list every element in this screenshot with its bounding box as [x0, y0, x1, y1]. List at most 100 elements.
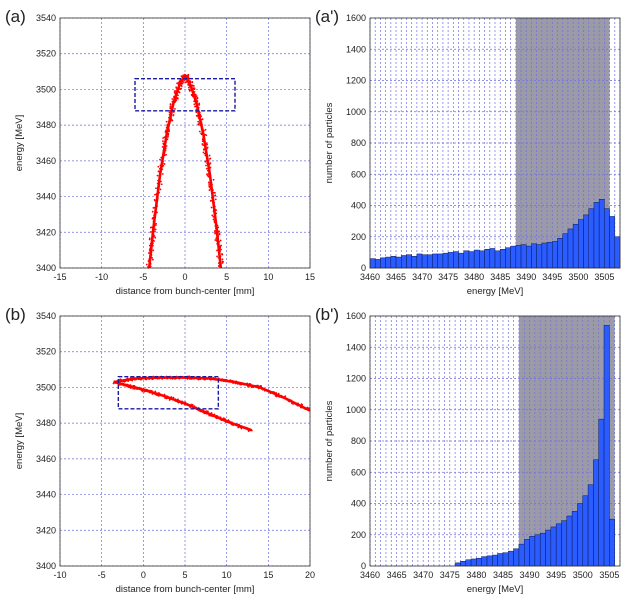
y-axis-label: number of particles	[324, 400, 335, 481]
data-point	[172, 114, 175, 116]
plot-frame	[369, 17, 621, 269]
y-tick-label: 1400	[346, 44, 366, 54]
y-tick-label: 1200	[346, 76, 366, 86]
data-point	[204, 128, 207, 131]
data-point	[178, 80, 181, 83]
plot-frame	[369, 315, 621, 567]
data-point	[162, 137, 165, 139]
data-point	[198, 130, 201, 133]
y-tick-label: 3480	[36, 120, 56, 130]
histogram-bar	[593, 459, 599, 567]
histogram-bar	[587, 484, 594, 567]
data-point	[214, 231, 217, 234]
x-tick-label: 5	[182, 570, 187, 580]
y-tick-label: 3460	[36, 454, 56, 464]
data-point	[208, 183, 211, 186]
histogram-bar	[598, 418, 605, 567]
data-point	[221, 253, 224, 256]
x-tick-label: 3470	[412, 272, 432, 282]
data-point	[216, 255, 218, 258]
x-tick-label: 3495	[542, 272, 562, 282]
y-tick-label: 200	[351, 232, 366, 242]
y-tick-label: 600	[351, 467, 366, 477]
histogram-bar	[515, 245, 522, 269]
data-point	[141, 390, 144, 393]
histogram-bar	[463, 250, 470, 269]
data-point	[156, 174, 159, 177]
data-point	[167, 135, 169, 138]
data-point	[207, 181, 210, 184]
x-tick-label: -10	[95, 272, 108, 282]
data-point	[159, 158, 161, 161]
histogram-bar	[531, 243, 537, 269]
histogram-bar	[513, 548, 520, 567]
data-point	[177, 81, 180, 84]
histogram-bar	[561, 520, 568, 567]
y-tick-label: 3480	[36, 418, 56, 428]
data-point	[214, 192, 216, 194]
x-axis-label: energy [MeV]	[467, 286, 524, 297]
x-tick-label: 5	[224, 272, 229, 282]
histogram-bar	[447, 252, 454, 269]
data-point	[161, 140, 164, 143]
selection-box	[134, 78, 236, 112]
y-tick-label: 3540	[36, 13, 56, 23]
histogram-bar	[510, 245, 517, 269]
data-point	[184, 81, 187, 84]
x-tick-label: 3485	[493, 570, 513, 580]
histogram-bar	[427, 254, 433, 269]
x-tick-label: -5	[98, 570, 106, 580]
data-point	[147, 252, 150, 254]
y-tick-label: 600	[351, 169, 366, 179]
histogram-bar	[453, 251, 459, 269]
data-point	[174, 108, 176, 110]
data-point	[216, 249, 218, 252]
data-point	[206, 143, 208, 146]
data-point	[201, 118, 204, 121]
plot-frame	[59, 315, 311, 567]
y-tick-label: 200	[351, 530, 366, 540]
histogram-bar	[505, 247, 511, 269]
y-tick-label: 1000	[346, 107, 366, 117]
histogram-bar	[545, 529, 552, 567]
data-point	[212, 178, 215, 181]
histogram-bar	[524, 539, 530, 567]
data-point	[160, 183, 163, 186]
histogram-bar	[458, 252, 464, 269]
panel-label: (a)	[5, 7, 26, 26]
x-tick-label: 3490	[516, 272, 536, 282]
data-point	[208, 154, 211, 157]
y-tick-label: 3500	[36, 382, 56, 392]
histogram-bar	[416, 253, 423, 269]
histogram-bar	[502, 552, 509, 567]
data-point	[176, 82, 178, 85]
histogram-bar	[499, 249, 506, 269]
histogram-bar	[604, 208, 610, 269]
panel-label: (b')	[315, 305, 339, 324]
histogram-bar	[465, 559, 472, 567]
data-point	[195, 111, 198, 114]
data-point	[197, 120, 200, 123]
data-point	[153, 198, 156, 201]
y-tick-label: 3440	[36, 192, 56, 202]
data-point	[151, 210, 154, 213]
histogram-bar	[390, 256, 397, 269]
data-point	[178, 91, 181, 94]
histogram-bar	[454, 562, 461, 567]
y-tick-label: 1600	[346, 13, 366, 23]
histogram-bar	[411, 256, 418, 269]
histogram-bar	[401, 255, 407, 269]
data-point	[194, 105, 196, 108]
x-tick-label: 0	[141, 570, 146, 580]
data-point	[176, 97, 179, 99]
data-point	[169, 107, 172, 110]
x-tick-label: 10	[222, 570, 232, 580]
histogram-bar	[529, 536, 536, 567]
data-point	[154, 193, 156, 196]
x-tick-label: 3460	[360, 570, 380, 580]
y-tick-label: 1000	[346, 405, 366, 415]
histogram-bar	[494, 250, 501, 269]
x-tick-label: 3490	[520, 570, 540, 580]
histogram-bar	[518, 543, 525, 567]
histogram-bar	[470, 558, 477, 567]
